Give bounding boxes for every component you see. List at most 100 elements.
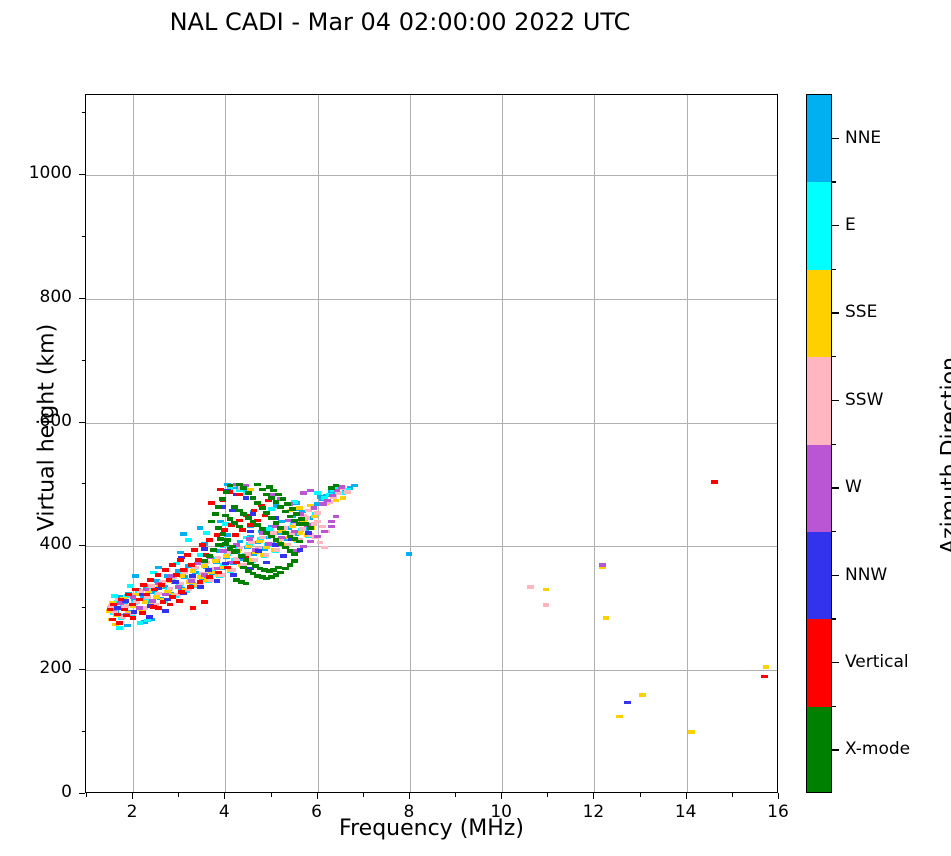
data-mark (251, 564, 259, 568)
data-mark (139, 582, 147, 587)
data-mark (292, 532, 299, 536)
data-mark (230, 573, 238, 577)
gridline-vertical (502, 95, 504, 792)
data-mark (257, 503, 265, 508)
data-mark (116, 601, 124, 606)
data-mark (258, 575, 266, 580)
x-tick-label: 12 (582, 802, 605, 822)
data-mark (281, 545, 289, 550)
data-mark (351, 483, 358, 488)
data-mark (233, 543, 240, 547)
data-mark (122, 599, 130, 603)
data-mark (286, 563, 294, 567)
colorbar-tick (832, 487, 839, 489)
data-mark (240, 486, 248, 490)
colorbar-boundary-tick (832, 705, 836, 707)
colorbar-segment-nnw[interactable] (807, 531, 831, 620)
data-mark (110, 607, 118, 612)
data-mark (255, 549, 262, 554)
data-mark (263, 530, 271, 535)
y-tick-major (79, 173, 85, 175)
data-mark (167, 591, 175, 596)
colorbar-segment-nne[interactable] (807, 95, 831, 183)
colorbar-segment-ssw[interactable] (807, 357, 831, 445)
data-mark (219, 497, 226, 502)
data-mark (184, 553, 191, 557)
data-mark (215, 543, 222, 547)
data-mark (288, 507, 296, 511)
plot-area[interactable] (85, 94, 778, 793)
data-mark (130, 610, 138, 614)
y-tick-minor (81, 731, 85, 733)
data-mark (281, 509, 289, 514)
data-mark (185, 587, 192, 592)
data-mark (138, 592, 146, 597)
data-mark (244, 491, 252, 495)
data-mark (268, 492, 275, 497)
data-mark (291, 537, 298, 541)
data-mark (307, 539, 315, 544)
data-mark (300, 519, 308, 524)
data-mark (271, 543, 279, 547)
data-mark (149, 599, 156, 603)
colorbar-segment-w[interactable] (807, 444, 831, 533)
data-mark (175, 599, 183, 603)
data-mark (284, 502, 292, 507)
data-mark (277, 542, 285, 546)
data-mark (191, 548, 199, 552)
data-mark (150, 590, 158, 594)
colorbar-segment-sse[interactable] (807, 269, 831, 358)
data-mark (200, 564, 208, 568)
x-tick-label: 16 (767, 802, 789, 822)
data-mark (226, 483, 234, 488)
data-mark (166, 586, 174, 591)
y-tick-minor (81, 235, 85, 237)
data-mark (274, 565, 282, 570)
data-mark (178, 590, 185, 594)
data-mark (188, 574, 196, 578)
data-mark (321, 545, 328, 550)
data-mark (272, 521, 280, 525)
data-mark (207, 577, 214, 582)
data-mark (307, 525, 315, 530)
data-mark (624, 700, 632, 705)
x-tick-label: 4 (218, 802, 230, 822)
colorbar[interactable] (806, 94, 832, 793)
data-mark (218, 573, 226, 577)
data-mark (245, 537, 253, 541)
y-tick-major (79, 421, 85, 423)
data-mark (271, 524, 279, 529)
data-mark (208, 501, 215, 505)
data-mark (144, 595, 152, 599)
data-mark (272, 499, 280, 504)
data-mark (177, 581, 185, 586)
data-mark (180, 568, 188, 572)
data-mark (273, 548, 281, 552)
colorbar-segment-e[interactable] (807, 182, 831, 271)
y-tick-major (79, 793, 85, 794)
data-mark (297, 512, 305, 516)
data-mark (332, 498, 340, 503)
colorbar-label-e: E (845, 215, 856, 236)
x-tick-major (593, 793, 595, 799)
data-mark (235, 508, 243, 513)
data-mark (256, 566, 264, 571)
data-mark (118, 615, 126, 619)
data-mark (208, 570, 215, 575)
data-mark (268, 575, 275, 580)
data-mark (328, 519, 335, 524)
gridline-vertical (225, 95, 227, 792)
data-mark (242, 483, 250, 488)
data-mark (173, 573, 180, 577)
colorbar-segment-vertical[interactable] (807, 619, 831, 708)
data-mark (197, 575, 204, 580)
data-mark (178, 555, 185, 560)
data-mark (268, 496, 275, 500)
data-mark (268, 507, 275, 511)
data-mark (161, 568, 169, 572)
data-mark (147, 577, 154, 582)
colorbar-segment-x-mode[interactable] (807, 706, 831, 792)
y-tick-minor (81, 607, 85, 609)
data-mark (233, 556, 240, 561)
data-mark (117, 597, 125, 602)
